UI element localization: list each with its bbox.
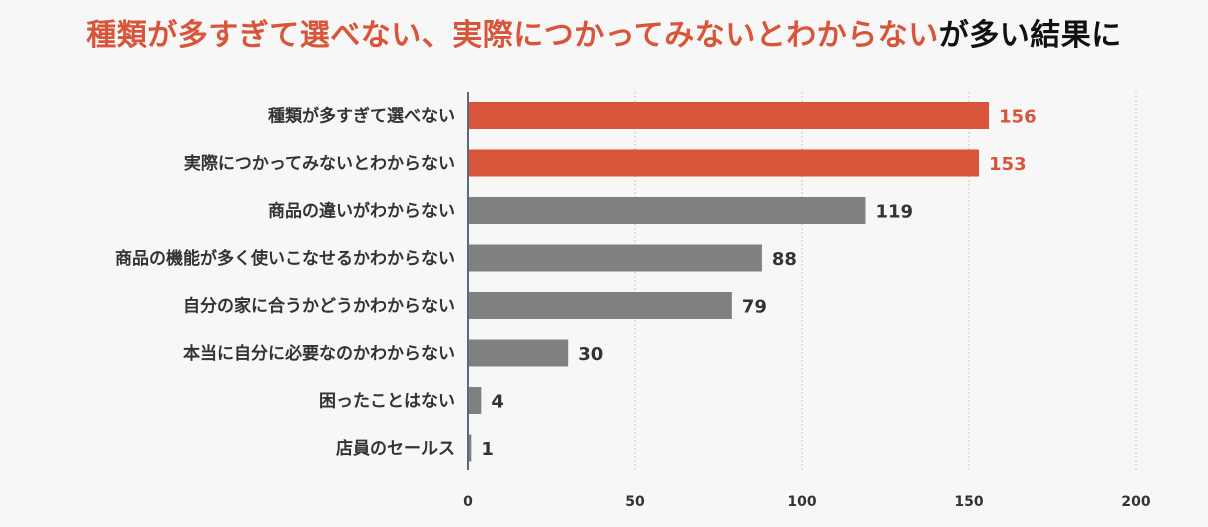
bar: [468, 434, 472, 462]
category-label: 困ったことはない: [319, 392, 455, 412]
bar: [468, 197, 866, 224]
x-tick-label: 0: [463, 494, 473, 510]
category-label: 実際につかってみないとわからない: [184, 153, 455, 174]
category-label: 種類が多すぎて選べない: [268, 106, 455, 127]
category-label: 自分の家に合うかどうかわからない: [183, 296, 455, 317]
bars: [468, 102, 990, 462]
category-label: 店員のセールス: [336, 438, 455, 459]
value-label: 4: [491, 392, 504, 413]
x-tick-label: 200: [1121, 494, 1150, 510]
value-label: 119: [875, 202, 913, 223]
category-label: 商品の機能が多く使いこなせるかわからない: [115, 248, 455, 269]
value-label: 156: [999, 107, 1037, 128]
x-tick-label: 50: [625, 494, 645, 510]
bar: [468, 244, 762, 272]
title-highlight: 種類が多すぎて選べない、実際につかってみないとわからない: [86, 18, 939, 53]
gridlines: [634, 92, 1137, 470]
value-label: 88: [772, 249, 797, 270]
bar: [468, 387, 482, 414]
bar: [468, 102, 990, 129]
value-label: 30: [578, 344, 603, 365]
chart-title: 種類が多すぎて選べない、実際につかってみないとわからないが多い結果に: [0, 10, 1208, 54]
value-label: 1: [481, 439, 494, 460]
category-label: 本当に自分に必要なのかわからない: [183, 343, 455, 364]
bar: [468, 149, 980, 177]
x-tick-label: 100: [787, 494, 816, 510]
bar: [468, 339, 569, 367]
bar: [468, 292, 732, 319]
category-label: 商品の違いがわからない: [268, 201, 455, 222]
title-rest: が多い結果に: [938, 18, 1122, 53]
value-label: 79: [742, 297, 767, 318]
labels: 0 50 100 150 200 種類が多すぎて選べない 156 実際につかってみないとわから…: [115, 106, 1151, 511]
value-label: 153: [989, 154, 1027, 175]
x-tick-label: 150: [954, 494, 983, 510]
